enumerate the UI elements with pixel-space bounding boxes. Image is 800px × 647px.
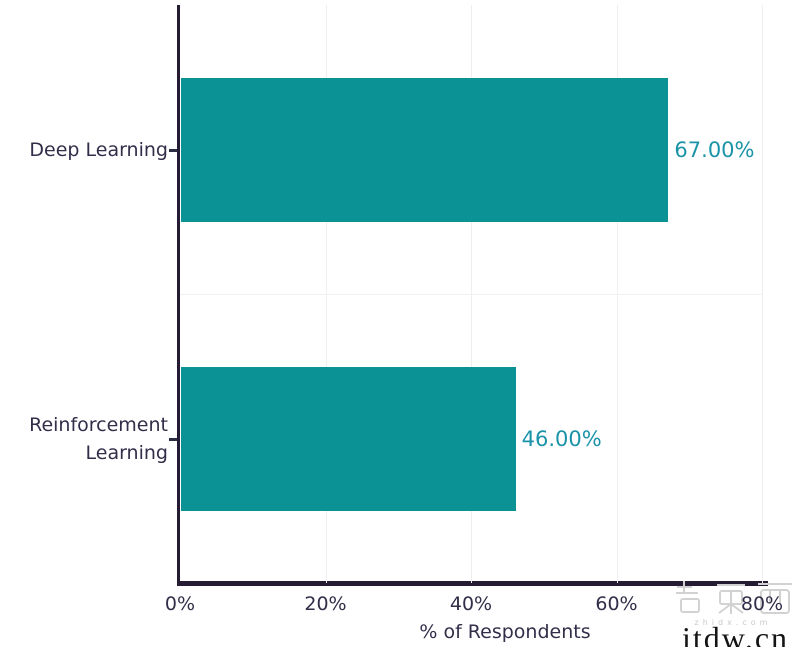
x-tick-label: 0%	[164, 593, 196, 615]
watermark-small-text: zhidx.com	[694, 618, 772, 627]
bar-reinforcement-learning	[181, 366, 516, 511]
watermark: zhidx.com itdw.cn	[670, 576, 800, 647]
category-label: Deep Learning	[29, 138, 168, 161]
x-axis-title: % of Respondents	[419, 621, 591, 643]
x-tick-label: 40%	[449, 593, 493, 615]
x-tick-label: 20%	[304, 593, 347, 615]
watermark-site-text: itdw.cn	[682, 620, 790, 647]
bar-value-label: 67.00%	[674, 137, 755, 162]
gridline-horizontal	[180, 294, 762, 295]
bar-deep-learning	[181, 77, 669, 222]
y-axis-line	[177, 5, 180, 586]
y-tick-mark	[169, 437, 177, 441]
gridline-vertical	[762, 5, 763, 583]
bar-value-label: 46.00%	[521, 426, 602, 451]
zhidx-logo-icon	[676, 581, 792, 614]
x-axis-line	[177, 581, 768, 586]
category-label: Reinforcement Learning	[29, 413, 168, 464]
x-tick-label: 80%	[740, 593, 784, 615]
y-tick-mark	[169, 148, 177, 152]
x-tick-label: 60%	[595, 593, 638, 615]
